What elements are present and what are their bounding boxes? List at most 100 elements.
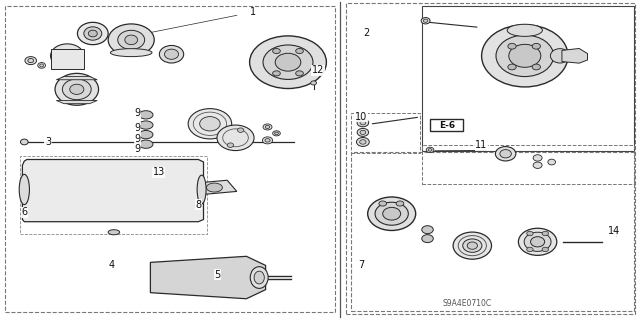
Ellipse shape [426, 147, 434, 152]
Ellipse shape [360, 140, 366, 144]
Ellipse shape [527, 231, 533, 236]
Ellipse shape [25, 56, 36, 64]
Ellipse shape [532, 43, 540, 49]
Ellipse shape [206, 183, 223, 192]
Ellipse shape [533, 155, 542, 161]
Text: 1: 1 [250, 7, 256, 17]
Text: S9A4E0710C: S9A4E0710C [443, 299, 492, 308]
Text: 9: 9 [134, 134, 141, 144]
Text: 9: 9 [134, 122, 141, 133]
Text: 7: 7 [358, 260, 364, 271]
Ellipse shape [197, 175, 206, 204]
Ellipse shape [30, 179, 57, 198]
Ellipse shape [263, 124, 272, 130]
Ellipse shape [421, 18, 430, 24]
Ellipse shape [110, 48, 152, 57]
Text: 5: 5 [214, 270, 221, 280]
Ellipse shape [139, 121, 153, 129]
Ellipse shape [63, 79, 91, 100]
Ellipse shape [36, 183, 51, 193]
Ellipse shape [84, 27, 102, 40]
Ellipse shape [428, 149, 432, 151]
Ellipse shape [531, 237, 545, 247]
Ellipse shape [24, 174, 63, 202]
Ellipse shape [509, 44, 541, 67]
Ellipse shape [311, 81, 317, 85]
Ellipse shape [265, 138, 270, 142]
Ellipse shape [548, 159, 556, 165]
Ellipse shape [296, 48, 303, 54]
Ellipse shape [496, 35, 554, 77]
Ellipse shape [463, 239, 482, 252]
Ellipse shape [223, 129, 248, 147]
Ellipse shape [273, 131, 280, 136]
Ellipse shape [542, 247, 548, 252]
Ellipse shape [139, 111, 153, 119]
Ellipse shape [458, 235, 486, 256]
Ellipse shape [273, 48, 280, 54]
Ellipse shape [422, 226, 433, 234]
Ellipse shape [118, 30, 145, 49]
Ellipse shape [265, 125, 270, 129]
Text: 2: 2 [363, 27, 369, 38]
Ellipse shape [250, 36, 326, 89]
Bar [422, 6, 634, 151]
Polygon shape [56, 77, 97, 80]
Ellipse shape [51, 44, 84, 68]
Ellipse shape [383, 207, 401, 220]
Ellipse shape [88, 30, 97, 37]
Ellipse shape [263, 45, 313, 79]
Ellipse shape [527, 247, 533, 252]
Ellipse shape [379, 201, 387, 206]
Ellipse shape [108, 230, 120, 235]
Ellipse shape [508, 64, 516, 70]
Ellipse shape [533, 162, 542, 168]
Ellipse shape [164, 49, 179, 59]
Ellipse shape [19, 174, 29, 205]
Ellipse shape [200, 116, 220, 131]
Text: E-6: E-6 [438, 121, 455, 130]
Ellipse shape [273, 71, 280, 76]
Bar [5, 6, 335, 312]
Ellipse shape [508, 43, 516, 49]
Ellipse shape [139, 140, 153, 148]
Ellipse shape [254, 271, 264, 284]
Ellipse shape [524, 232, 551, 251]
Bar [346, 3, 635, 314]
Text: 10: 10 [355, 112, 367, 122]
Polygon shape [22, 160, 204, 222]
Text: 14: 14 [608, 226, 621, 236]
Ellipse shape [250, 267, 268, 288]
Ellipse shape [262, 137, 273, 144]
Text: 9: 9 [134, 144, 141, 154]
Ellipse shape [532, 64, 540, 70]
Ellipse shape [453, 232, 492, 259]
Ellipse shape [275, 132, 278, 135]
Ellipse shape [296, 71, 303, 76]
Ellipse shape [237, 128, 244, 132]
Ellipse shape [227, 143, 234, 147]
Polygon shape [192, 180, 237, 195]
Ellipse shape [217, 125, 254, 151]
Ellipse shape [188, 108, 232, 139]
Bar [351, 152, 634, 311]
Bar [430, 119, 463, 131]
Ellipse shape [360, 130, 366, 135]
Ellipse shape [40, 64, 44, 67]
Ellipse shape [60, 50, 76, 62]
Ellipse shape [542, 231, 548, 236]
Ellipse shape [108, 24, 154, 56]
Ellipse shape [275, 53, 301, 71]
Ellipse shape [40, 186, 47, 190]
Ellipse shape [356, 137, 369, 146]
Ellipse shape [507, 24, 543, 36]
Ellipse shape [495, 146, 516, 161]
Ellipse shape [518, 228, 557, 255]
Bar [351, 113, 420, 153]
Text: 6: 6 [21, 207, 28, 217]
Ellipse shape [424, 19, 428, 22]
Ellipse shape [481, 25, 568, 87]
Bar [422, 145, 634, 184]
Bar [20, 156, 207, 234]
Ellipse shape [55, 73, 99, 105]
